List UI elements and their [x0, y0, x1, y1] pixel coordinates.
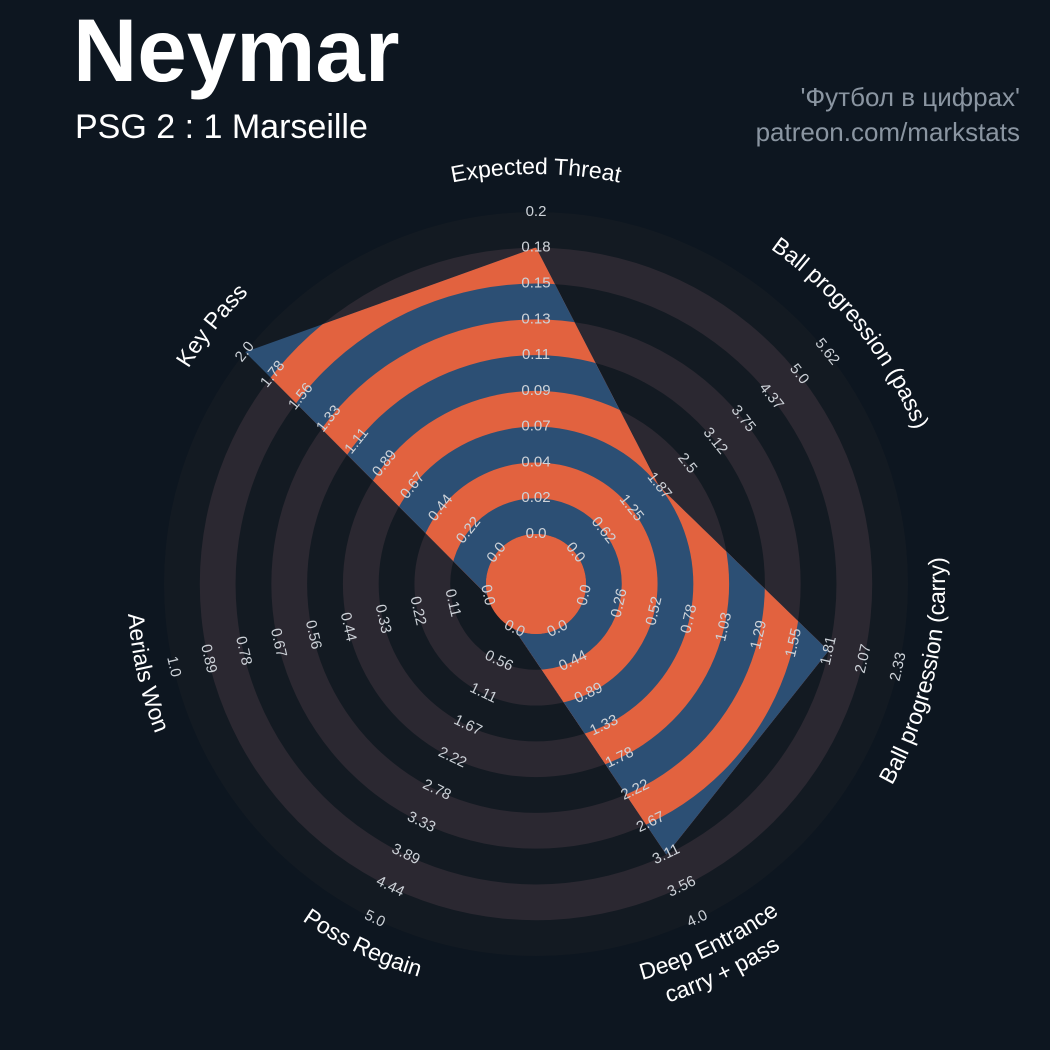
svg-text:1.0: 1.0	[163, 655, 184, 679]
svg-text:Expected Threat: Expected Threat	[448, 153, 624, 188]
svg-text:0.07: 0.07	[521, 418, 550, 435]
svg-text:0.13: 0.13	[521, 310, 550, 327]
svg-text:0.11: 0.11	[522, 346, 550, 363]
svg-text:0.18: 0.18	[521, 239, 550, 256]
svg-text:0.09: 0.09	[521, 382, 550, 399]
svg-text:0.04: 0.04	[521, 453, 550, 470]
svg-text:0.02: 0.02	[521, 489, 550, 506]
svg-text:0.15: 0.15	[521, 275, 550, 292]
svg-text:0.0: 0.0	[526, 525, 547, 542]
svg-text:0.2: 0.2	[526, 203, 547, 220]
